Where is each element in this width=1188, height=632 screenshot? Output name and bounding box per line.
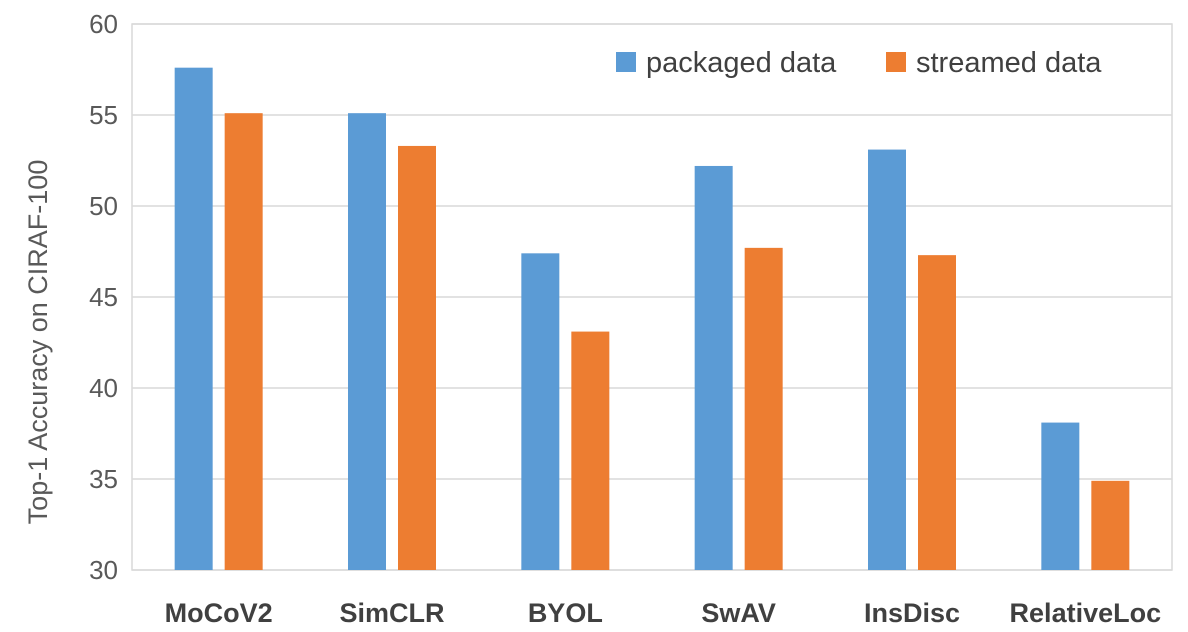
bar-packaged-insdisc xyxy=(868,149,906,570)
y-tick-label: 35 xyxy=(89,464,118,494)
y-axis-label: Top-1 Accuracy on CIRAF-100 xyxy=(23,160,53,525)
grid-lines xyxy=(131,23,1173,571)
bar-streamed-insdisc xyxy=(918,255,956,570)
bar-packaged-byol xyxy=(521,253,560,570)
y-tick-label: 45 xyxy=(89,282,118,312)
legend-label: packaged data xyxy=(646,47,837,79)
legend-swatch xyxy=(616,52,636,72)
bar-packaged-relativeloc xyxy=(1041,422,1080,570)
bar-streamed-relativeloc xyxy=(1091,480,1130,570)
bar-streamed-byol xyxy=(571,331,610,570)
y-tick-label: 30 xyxy=(89,555,118,585)
category-label: SwAV xyxy=(701,598,776,628)
category-label: RelativeLoc xyxy=(1010,598,1162,628)
category-label: BYOL xyxy=(528,598,603,628)
legend-label: streamed data xyxy=(916,47,1102,79)
category-labels: MoCoV2 SimCLR BYOL SwAV InsDisc RelativeLoc xyxy=(165,598,1161,628)
bars xyxy=(174,67,1130,571)
y-tick-label: 55 xyxy=(89,100,118,130)
legend-swatch xyxy=(886,52,906,72)
category-label: MoCoV2 xyxy=(165,598,273,628)
bar-streamed-swav xyxy=(744,247,783,571)
y-tick-labels: 30 35 40 45 50 55 60 xyxy=(89,9,118,585)
category-label: InsDisc xyxy=(864,598,960,628)
bar-streamed-simclr xyxy=(398,145,436,570)
category-label: SimCLR xyxy=(339,598,444,628)
bar-streamed-mocov2 xyxy=(224,113,263,571)
y-tick-label: 60 xyxy=(89,9,118,39)
y-tick-label: 50 xyxy=(89,191,118,221)
y-tick-label: 40 xyxy=(89,373,118,403)
legend: packaged data streamed data xyxy=(616,47,1102,79)
bar-packaged-simclr xyxy=(348,113,386,571)
bar-packaged-swav xyxy=(694,165,733,570)
bar-packaged-mocov2 xyxy=(174,67,213,571)
